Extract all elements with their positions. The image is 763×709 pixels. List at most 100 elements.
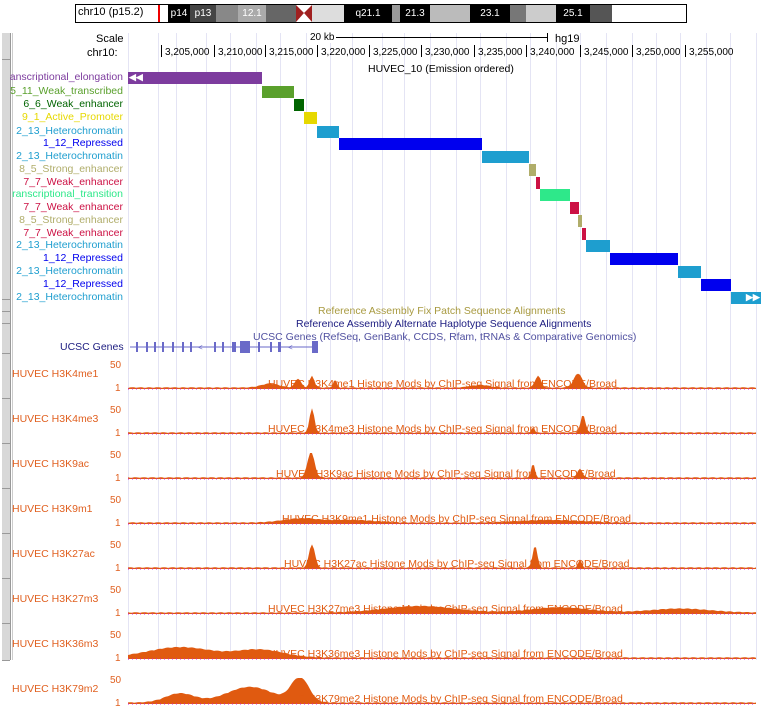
ucsc-genes-label[interactable]: UCSC Genes (60, 341, 124, 353)
ideogram-band-p12.3 (216, 5, 238, 22)
grid-line (580, 33, 581, 660)
scale-label: Scale (96, 33, 124, 45)
grid-line (404, 33, 405, 660)
signal-track-title[interactable]: HUVEC H3K4me1 Histone Mods by ChIP-seq S… (268, 378, 617, 390)
hmm-state-block[interactable] (610, 253, 678, 265)
scale-value: 20 kb (308, 32, 337, 43)
hmm-state-label[interactable]: 7_7_Weak_enhancer (23, 227, 123, 239)
hmm-state-label[interactable]: 1_12_Repressed (43, 252, 123, 264)
ideogram-band-q23.3 (510, 5, 526, 22)
signal-track-title[interactable]: HUVEC H3K9me1 Histone Mods by ChIP-seq S… (282, 513, 631, 525)
signal-ymin-label: 1 (115, 698, 121, 709)
ucsc-gene-model[interactable]: < < (128, 340, 328, 354)
chrom-position-label: chr10: (87, 47, 118, 59)
signal-ymin-label: 1 (115, 518, 121, 529)
signal-track-label[interactable]: HUVEC H3K4me3 (12, 413, 99, 425)
ruler-tick-label: 3,255,000 (689, 47, 734, 58)
ideogram-band-q21.2 (392, 5, 400, 22)
hmm-state-label[interactable]: anscriptional_elongation (9, 71, 123, 83)
hmm-state-label[interactable]: 8_5_Strong_enhancer (19, 163, 123, 175)
signal-area (128, 646, 756, 659)
ruler-tick-mark (526, 45, 527, 57)
hmm-state-block[interactable] (304, 112, 317, 124)
signal-area (128, 518, 756, 524)
hmm-state-block[interactable] (578, 215, 582, 227)
hmm-state-label[interactable]: 2_13_Heterochromatin (16, 150, 123, 162)
track-sidebar[interactable] (2, 33, 11, 661)
hmm-state-label[interactable]: 2_13_Heterochromatin (16, 291, 123, 303)
grid-line (430, 33, 431, 660)
ideogram-band-p15 (76, 5, 158, 22)
signal-track-title[interactable]: HUVEC H3K36me3 Histone Mods by ChIP-seq … (268, 648, 623, 660)
hmm-state-label[interactable]: 2_13_Heterochromatin (16, 265, 123, 277)
hmm-state-block[interactable] (529, 164, 536, 176)
hmm-state-label[interactable]: 5_11_Weak_transcribed (10, 85, 123, 97)
hmm-state-block[interactable] (582, 228, 586, 240)
hmm-state-label[interactable]: 9_1_Active_Promoter (22, 111, 123, 123)
hmm-state-label[interactable]: 8_5_Strong_enhancer (19, 214, 123, 226)
hmm-state-block[interactable] (570, 202, 579, 214)
hmm-state-block[interactable] (678, 266, 701, 278)
chromosome-ideogram[interactable]: p14 p13 12.1 q21.1 21.3 23.1 25.1 (75, 4, 687, 23)
hmm-state-block[interactable] (317, 126, 339, 138)
signal-track-title[interactable]: HUVEC H3K27me3 Histone Mods by ChIP-seq … (268, 603, 623, 615)
ruler-tick-label: 3,205,000 (165, 47, 210, 58)
signal-ymax-label: 50 (110, 585, 122, 596)
hmm-state-label[interactable]: 6_6_Weak_enhancer (23, 98, 123, 110)
signal-track-label[interactable]: HUVEC H3K27m3 (12, 593, 99, 605)
signal-ymax-label: 50 (110, 630, 122, 641)
ruler-tick-mark (317, 45, 318, 57)
hmm-state-block[interactable] (536, 177, 540, 189)
alt-haplo-track-title[interactable]: Reference Assembly Alternate Haplotype S… (296, 318, 592, 330)
hmm-state-block[interactable] (339, 138, 482, 150)
grid-line (556, 33, 557, 660)
fix-patch-track-title[interactable]: Reference Assembly Fix Patch Sequence Al… (318, 305, 566, 317)
ruler-tick-label: 3,220,000 (321, 47, 366, 58)
ideogram-band-p11 (266, 5, 296, 22)
grid-line (530, 33, 531, 660)
grid-line (656, 33, 657, 660)
scroll-right-arrow-icon[interactable]: ▶▶ (746, 292, 760, 302)
scroll-left-arrow-icon[interactable]: ◀◀ (129, 72, 143, 82)
hmm-state-label[interactable]: 7_7_Weak_enhancer (23, 201, 123, 213)
svg-text:<: < (198, 343, 203, 352)
hmm-state-block[interactable] (701, 279, 731, 291)
hmm-state-block[interactable] (262, 86, 294, 98)
grid-line (506, 33, 507, 660)
hmm-state-block[interactable] (731, 292, 761, 304)
signal-track-title[interactable]: HUVEC H3K9ac Histone Mods by ChIP-seq Si… (276, 468, 616, 480)
hmm-state-label[interactable]: 7_7_Weak_enhancer (23, 176, 123, 188)
signal-track-title[interactable]: HUVEC H3K79me2 Histone Mods by ChIP-seq … (268, 693, 623, 705)
grid-line (632, 33, 633, 660)
hmm-state-label[interactable]: 2_13_Heterochromatin (16, 125, 123, 137)
signal-track-label[interactable]: HUVEC H3K27ac (12, 548, 95, 560)
signal-track-title[interactable]: HUVEC H3K4me3 Histone Mods by ChIP-seq S… (268, 423, 617, 435)
hmm-state-block[interactable] (482, 151, 529, 163)
ideogram-band-p14: p14 (168, 5, 190, 22)
hmm-state-label[interactable]: 1_12_Repressed (43, 278, 123, 290)
ucsc-genes-track-title[interactable]: UCSC Genes (RefSeq, GenBank, CCDS, Rfam,… (253, 331, 637, 343)
ideogram-band-q23.1: 23.1 (470, 5, 510, 22)
signal-track-label[interactable]: HUVEC H3K79m2 (12, 683, 99, 695)
grid-line (606, 33, 607, 660)
signal-track-label[interactable]: HUVEC H3K9m1 (12, 503, 93, 515)
signal-ymin-label: 1 (115, 653, 121, 664)
hmm-state-block[interactable] (128, 72, 262, 84)
hmm-state-label[interactable]: ranscriptional_transition (12, 188, 123, 200)
hmm-state-block[interactable] (540, 189, 570, 201)
signal-plot (128, 453, 756, 480)
ruler-tick-label: 3,235,000 (478, 47, 523, 58)
hmm-state-label[interactable]: 2_13_Heterochromatin (16, 239, 123, 251)
signal-track-title[interactable]: HUVEC H3K27ac Histone Mods by ChIP-seq S… (284, 558, 630, 570)
signal-track-label[interactable]: HUVEC H3K9ac (12, 458, 90, 470)
signal-track-label[interactable]: HUVEC H3K36m3 (12, 638, 99, 650)
signal-area (128, 605, 756, 614)
grid-line (680, 33, 681, 660)
signal-track-label[interactable]: HUVEC H3K4me1 (12, 368, 99, 380)
hmm-state-block[interactable] (586, 240, 610, 252)
grid-line (330, 33, 331, 660)
ruler-tick-label: 3,240,000 (530, 47, 575, 58)
hmm-state-block[interactable] (294, 99, 304, 111)
hmm-state-label[interactable]: 1_12_Repressed (43, 137, 123, 149)
ruler-tick-label: 3,215,000 (269, 47, 314, 58)
